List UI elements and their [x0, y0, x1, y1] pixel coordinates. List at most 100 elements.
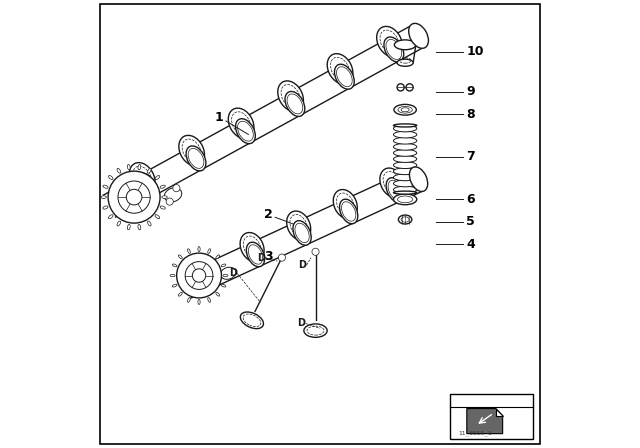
Circle shape [193, 269, 206, 282]
Ellipse shape [340, 199, 358, 224]
Ellipse shape [293, 221, 311, 245]
Ellipse shape [221, 264, 226, 267]
Ellipse shape [406, 84, 413, 91]
Ellipse shape [127, 224, 130, 230]
Ellipse shape [394, 143, 417, 150]
Ellipse shape [335, 64, 355, 89]
FancyBboxPatch shape [100, 4, 540, 444]
Text: 5: 5 [467, 215, 476, 228]
Ellipse shape [394, 194, 417, 205]
Ellipse shape [216, 255, 220, 259]
Ellipse shape [148, 221, 151, 226]
Circle shape [312, 248, 319, 255]
Ellipse shape [394, 104, 417, 115]
Ellipse shape [155, 215, 159, 219]
Ellipse shape [162, 196, 167, 198]
Ellipse shape [223, 274, 228, 276]
Ellipse shape [160, 185, 165, 188]
Ellipse shape [394, 131, 417, 138]
Text: 3: 3 [264, 250, 273, 263]
Ellipse shape [241, 312, 264, 329]
Ellipse shape [103, 185, 108, 188]
Ellipse shape [394, 174, 417, 181]
Ellipse shape [228, 108, 254, 138]
Ellipse shape [138, 224, 141, 230]
Text: 4: 4 [467, 237, 476, 251]
Ellipse shape [394, 191, 417, 194]
Ellipse shape [200, 264, 218, 288]
Ellipse shape [117, 168, 120, 173]
Ellipse shape [397, 59, 413, 66]
Ellipse shape [409, 23, 428, 48]
Ellipse shape [380, 168, 404, 197]
Ellipse shape [164, 188, 182, 202]
Text: 1: 1 [215, 111, 223, 125]
Text: D: D [257, 253, 265, 263]
Ellipse shape [127, 164, 130, 170]
Circle shape [166, 198, 173, 205]
Ellipse shape [240, 233, 264, 262]
Ellipse shape [377, 26, 403, 57]
Circle shape [185, 262, 213, 289]
Text: 11_0559_1: 11_0559_1 [458, 431, 492, 436]
Circle shape [126, 190, 142, 205]
Ellipse shape [398, 107, 412, 113]
Circle shape [278, 254, 285, 261]
Ellipse shape [398, 215, 412, 224]
Ellipse shape [386, 178, 404, 202]
Ellipse shape [137, 173, 156, 198]
Circle shape [118, 181, 150, 213]
Ellipse shape [193, 254, 218, 283]
Text: D: D [228, 268, 237, 278]
Polygon shape [467, 409, 502, 434]
Text: 9: 9 [467, 85, 475, 99]
Text: 10: 10 [467, 45, 484, 58]
Ellipse shape [155, 176, 159, 180]
Ellipse shape [148, 168, 151, 173]
Ellipse shape [186, 146, 206, 171]
Ellipse shape [410, 167, 428, 191]
Ellipse shape [138, 164, 141, 170]
Ellipse shape [117, 221, 120, 226]
Ellipse shape [103, 206, 108, 209]
Ellipse shape [394, 180, 417, 187]
Text: 7: 7 [467, 150, 476, 164]
Ellipse shape [278, 81, 303, 111]
Ellipse shape [221, 284, 226, 287]
Ellipse shape [208, 297, 211, 302]
FancyBboxPatch shape [450, 394, 533, 439]
Ellipse shape [179, 255, 182, 259]
Ellipse shape [401, 217, 409, 222]
Circle shape [108, 171, 160, 223]
Ellipse shape [304, 324, 327, 337]
Circle shape [173, 185, 180, 192]
Ellipse shape [394, 150, 417, 156]
Ellipse shape [287, 211, 310, 240]
Ellipse shape [198, 300, 200, 305]
Ellipse shape [394, 168, 417, 175]
Ellipse shape [129, 163, 155, 193]
Ellipse shape [179, 292, 182, 296]
Ellipse shape [394, 155, 417, 162]
Ellipse shape [188, 249, 190, 254]
Ellipse shape [188, 297, 190, 302]
Ellipse shape [170, 274, 175, 276]
Ellipse shape [198, 246, 200, 252]
Text: D: D [298, 260, 306, 270]
Ellipse shape [394, 162, 417, 168]
Ellipse shape [221, 267, 236, 279]
Ellipse shape [236, 119, 255, 144]
Ellipse shape [397, 196, 413, 203]
Ellipse shape [246, 242, 264, 267]
Ellipse shape [216, 292, 220, 296]
Circle shape [177, 253, 221, 298]
Ellipse shape [179, 135, 205, 166]
Ellipse shape [327, 54, 353, 84]
Ellipse shape [333, 190, 357, 219]
Ellipse shape [394, 138, 417, 144]
Text: D: D [297, 319, 305, 328]
Ellipse shape [394, 124, 417, 127]
Ellipse shape [394, 125, 417, 132]
Ellipse shape [109, 215, 113, 219]
Polygon shape [496, 409, 502, 416]
